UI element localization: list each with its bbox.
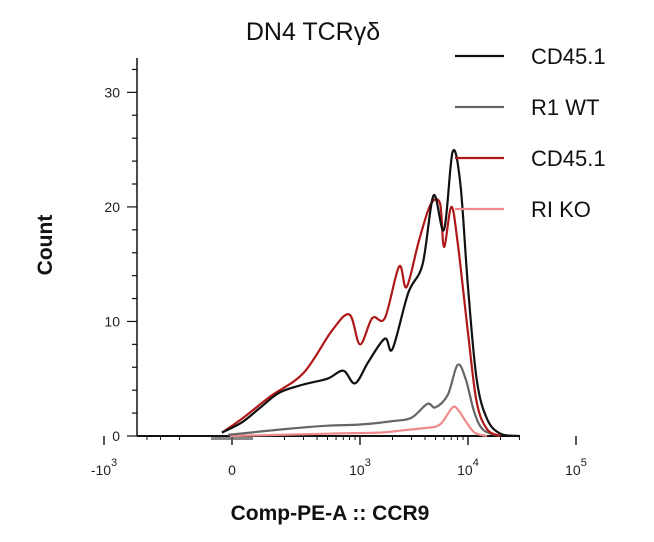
legend-label: CD45.1 xyxy=(531,44,606,69)
x-tick-label: 105 xyxy=(565,457,587,478)
series-layer xyxy=(221,149,520,438)
series-line-4 xyxy=(229,405,488,438)
x-tick-exponent: 3 xyxy=(365,457,371,469)
x-axis-label: Comp-PE-A :: CCR9 xyxy=(231,502,430,525)
series-line-1 xyxy=(221,149,520,438)
x-tick-label: 103 xyxy=(349,457,371,478)
x-tick-label: 0 xyxy=(228,462,236,478)
y-tick-label: 30 xyxy=(104,84,120,100)
chart-title: DN4 TCRγδ xyxy=(246,18,380,46)
series-line-3 xyxy=(221,197,501,438)
x-tick-exponent: 3 xyxy=(111,457,117,469)
x-tick-exponent: 5 xyxy=(581,457,587,469)
series-line-2 xyxy=(227,363,501,438)
x-tick-label: -103 xyxy=(91,457,117,478)
x-axis-ticks: -103 0 103 104 105 xyxy=(91,436,587,478)
legend-label: R1 WT xyxy=(531,95,599,120)
x-tick-label: 104 xyxy=(457,457,479,478)
y-tick-label: 0 xyxy=(112,428,120,444)
legend-label: RI KO xyxy=(531,197,591,222)
legend: CD45.1 R1 WT CD45.1 RI KO xyxy=(455,44,606,222)
y-axis-ticks: 0 10 20 30 xyxy=(104,68,137,444)
y-tick-label: 10 xyxy=(104,313,120,329)
x-tick-exponent: 4 xyxy=(473,457,479,469)
y-axis-label: Count xyxy=(34,215,57,276)
y-tick-label: 20 xyxy=(104,199,120,215)
legend-label: CD45.1 xyxy=(531,146,606,171)
